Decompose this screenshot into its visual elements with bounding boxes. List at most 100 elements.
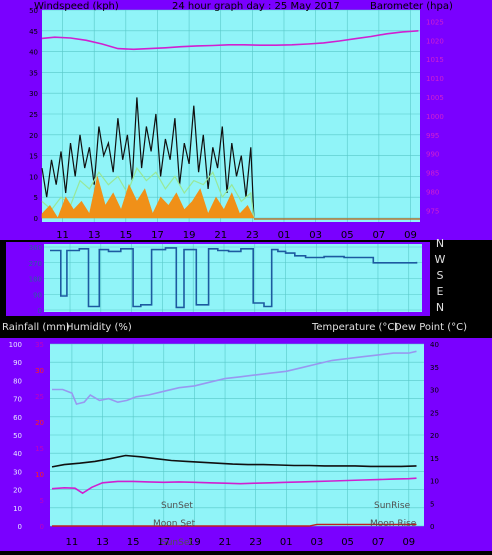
humidity-series	[52, 350, 417, 406]
time-tick-label: 07	[373, 230, 386, 241]
windspeed-tick-label: 30	[29, 90, 38, 98]
barometer-tick-label: 975	[426, 207, 439, 215]
windspeed-tick-label: 0	[34, 215, 38, 223]
direction-tick-label: 90	[33, 291, 42, 299]
time-tick-label: 07	[372, 537, 385, 548]
rainfall-tick-label: 30	[35, 367, 44, 375]
temperature-tick-label: 35	[430, 364, 439, 372]
humidity-tick-label: 0	[18, 523, 22, 531]
rainfall-tick-label: 20	[35, 419, 44, 427]
temperature-tick-label: 5	[430, 500, 434, 508]
direction-grid	[44, 244, 422, 312]
temperature-tick-label: 20	[430, 432, 439, 440]
time-tick-label: 21	[214, 230, 227, 241]
temperature-series	[51, 454, 417, 468]
time-tick-label: 23	[246, 230, 259, 241]
rainfall-series	[52, 523, 417, 527]
moonrise-annotation: Moon Rise	[370, 519, 417, 529]
windspeed-axis-title: Windspeed (kph)	[34, 1, 119, 12]
temperature-tick-label: 15	[430, 455, 439, 463]
direction-tick-label: 360	[29, 244, 42, 252]
humidity-tick-label: 30	[13, 468, 22, 476]
barometer-tick-label: 1025	[426, 18, 444, 26]
sunrise-annotation: SunRise	[374, 501, 411, 511]
direction-tick-label: 0	[38, 307, 42, 315]
windspeed-tick-label: 10	[29, 173, 38, 181]
compass-label: W	[435, 253, 446, 266]
wind-gust-series	[41, 97, 255, 219]
windspeed-tick-label: 40	[29, 49, 38, 57]
humidity-tick-label: 60	[13, 414, 22, 422]
temperature-tick-label: 0	[430, 523, 434, 531]
rainfall-tick-label: 35	[35, 341, 44, 349]
direction-axis-ticks: 0 90 180 270 360	[29, 244, 42, 315]
temperature-tick-label: 40	[430, 341, 439, 349]
time-tick-label: 03	[309, 230, 322, 241]
humidity-tick-label: 50	[13, 432, 22, 440]
windspeed-tick-label: 50	[29, 7, 38, 15]
time-tick-label: 19	[183, 230, 196, 241]
windspeed-tick-label: 25	[29, 111, 38, 119]
time-tick-label: 13	[88, 230, 101, 241]
time-tick-label: 11	[56, 230, 69, 241]
dewpoint-axis-title: Dew Point (°C)	[394, 322, 467, 333]
time-tick-label: 17	[157, 537, 170, 548]
rainfall-axis-title: Rainfall (mm)	[2, 322, 70, 333]
direction-plot-area	[44, 244, 422, 312]
time-tick-label: 17	[151, 230, 164, 241]
humidity-tick-label: 40	[13, 450, 22, 458]
top-series-group	[41, 30, 420, 220]
barometer-tick-label: 1020	[426, 37, 444, 45]
time-tick-label: 01	[278, 230, 291, 241]
time-tick-label: 05	[341, 537, 354, 548]
time-tick-label: 19	[188, 537, 201, 548]
rainfall-tick-label: 5	[40, 497, 44, 505]
sunset-bottom-annotation: SunSet	[161, 538, 193, 548]
compass-label: N	[436, 237, 444, 250]
bottom-series-group	[51, 350, 417, 527]
barometer-tick-label: 1005	[426, 94, 444, 102]
time-tick-label: 01	[280, 537, 293, 548]
chart-title: 24 hour graph day : 25 May 2017	[172, 1, 340, 12]
temperature-tick-label: 30	[430, 387, 439, 395]
rainfall-tick-label: 0	[40, 523, 44, 531]
time-tick-label: 15	[127, 537, 140, 548]
time-tick-label: 05	[341, 230, 354, 241]
time-tick-label: 09	[404, 230, 417, 241]
barometer-series	[41, 30, 419, 51]
rainfall-tick-label: 10	[35, 471, 44, 479]
humidity-tick-label: 80	[13, 377, 22, 385]
bottom-axis-ticks: 0102030405060708090100051015202530350510…	[9, 341, 439, 548]
temperature-axis-title: Temperature (°C)	[311, 322, 398, 333]
direction-tick-label: 270	[29, 260, 42, 268]
compass-label: N	[436, 301, 444, 314]
humidity-axis-title: Humidity (%)	[66, 322, 132, 333]
barometer-tick-label: 995	[426, 132, 439, 140]
barometer-axis-title: Barometer (hpa)	[370, 1, 453, 12]
time-tick-label: 13	[96, 537, 109, 548]
barometer-tick-label: 990	[426, 151, 439, 159]
top-axis-ticks: 0510152025303540455097598098599099510001…	[29, 7, 444, 241]
wind-average-series	[41, 166, 255, 219]
temperature-tick-label: 10	[430, 478, 439, 486]
barometer-tick-label: 1010	[426, 75, 444, 83]
time-tick-label: 11	[66, 537, 79, 548]
humidity-tick-label: 20	[13, 487, 22, 495]
time-tick-label: 21	[219, 537, 232, 548]
humidity-tick-label: 70	[13, 396, 22, 404]
bottom-header-bar	[0, 316, 492, 338]
windspeed-tick-label: 35	[29, 69, 38, 77]
direction-series-group	[50, 247, 418, 309]
wind-speed-series	[41, 176, 255, 219]
time-tick-label: 03	[311, 537, 324, 548]
windspeed-tick-label: 15	[29, 153, 38, 161]
windspeed-tick-label: 45	[29, 28, 38, 36]
barometer-tick-label: 1000	[426, 113, 444, 121]
time-tick-label: 23	[249, 537, 262, 548]
humidity-tick-label: 90	[13, 359, 22, 367]
humidity-tick-label: 100	[9, 341, 22, 349]
rainfall-tick-label: 15	[35, 445, 44, 453]
time-tick-label: 15	[119, 230, 132, 241]
